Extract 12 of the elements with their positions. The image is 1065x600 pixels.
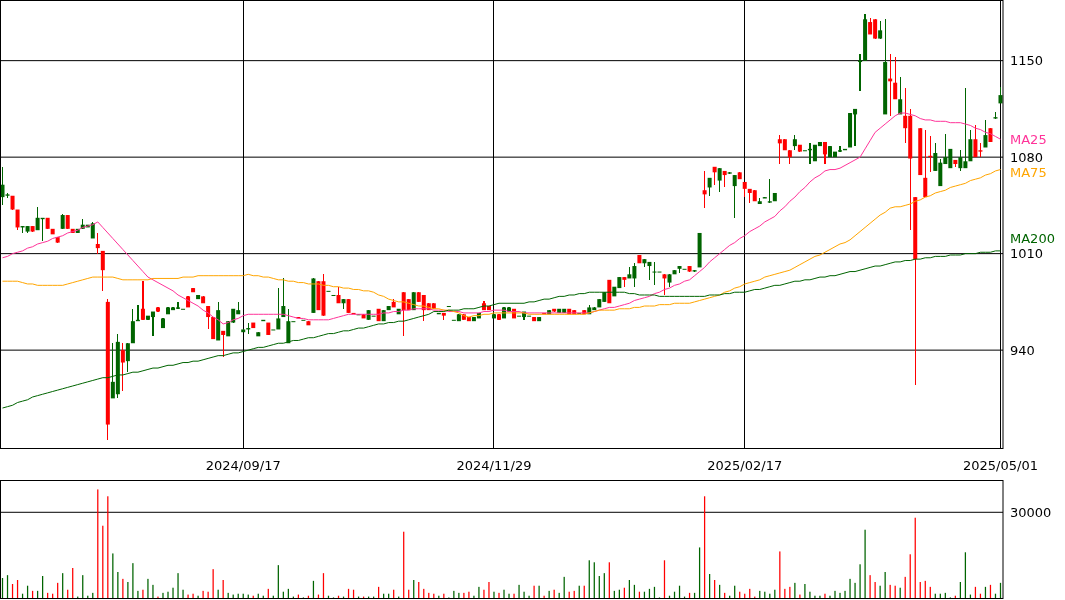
y-tick-label: 940 — [1010, 342, 1035, 358]
y-tick-label: 1150 — [1010, 53, 1044, 69]
x-tick-label: 2025/05/01 — [963, 458, 1038, 473]
y-tick-label: 30000 — [1010, 504, 1052, 520]
x-tick-label: 2025/02/17 — [707, 458, 783, 473]
x-tick-label: 2024/09/17 — [205, 458, 281, 473]
y-tick-label: 1010 — [1010, 246, 1044, 262]
series-label: MA75 — [1010, 164, 1047, 180]
series-label: MA200 — [1010, 231, 1055, 247]
y-tick-label: 1080 — [1010, 149, 1044, 165]
series-label: MA25 — [1010, 131, 1047, 147]
x-tick-label: 2024/11/29 — [456, 458, 532, 473]
